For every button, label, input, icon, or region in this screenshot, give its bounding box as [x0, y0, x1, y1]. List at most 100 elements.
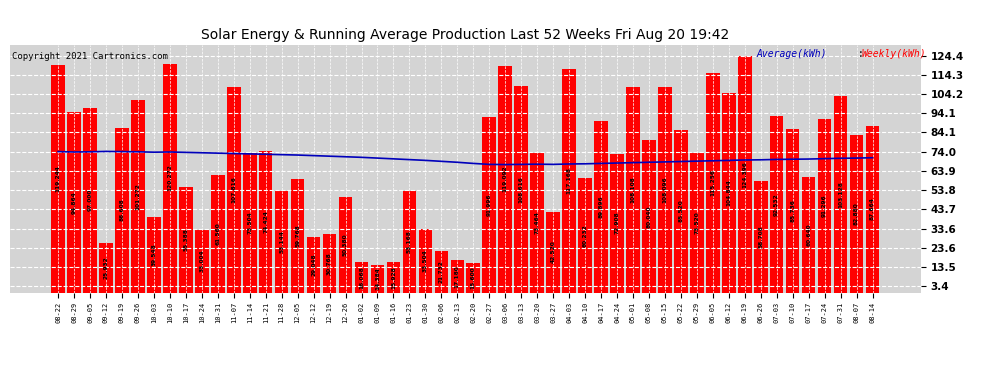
Bar — [578, 178, 592, 292]
Bar — [339, 196, 352, 292]
Text: 85.520: 85.520 — [678, 200, 683, 222]
Bar — [115, 128, 129, 292]
Bar — [291, 179, 304, 292]
Bar — [610, 154, 624, 292]
Text: 108.616: 108.616 — [519, 176, 524, 202]
Text: 17.180: 17.180 — [454, 265, 459, 288]
Text: 55.388: 55.388 — [183, 228, 188, 251]
Text: 29.048: 29.048 — [311, 254, 316, 276]
Bar — [754, 181, 767, 292]
Text: 89.896: 89.896 — [599, 196, 604, 218]
Text: 25.932: 25.932 — [104, 256, 109, 279]
Text: 53.168: 53.168 — [407, 231, 412, 254]
Bar — [163, 63, 176, 292]
Bar — [243, 153, 256, 292]
Bar — [148, 217, 160, 292]
Text: 73.520: 73.520 — [694, 211, 699, 234]
Text: 115.256: 115.256 — [710, 169, 716, 196]
Text: 120.272: 120.272 — [167, 165, 172, 192]
Text: 97.000: 97.000 — [87, 189, 92, 211]
Text: 107.816: 107.816 — [232, 176, 237, 203]
Bar — [738, 56, 751, 292]
Text: 91.296: 91.296 — [822, 194, 827, 217]
Bar — [211, 175, 225, 292]
Bar — [435, 251, 448, 292]
Text: 80.040: 80.040 — [646, 205, 651, 228]
Bar — [419, 229, 433, 292]
Text: Copyright 2021 Cartronics.com: Copyright 2021 Cartronics.com — [12, 53, 167, 62]
Text: :: : — [852, 49, 870, 59]
Bar — [834, 96, 847, 292]
Bar — [627, 87, 640, 292]
Bar — [594, 122, 608, 292]
Bar — [179, 187, 193, 292]
Text: 73.464: 73.464 — [535, 211, 540, 234]
Bar — [802, 177, 816, 292]
Title: Solar Energy & Running Average Production Last 52 Weeks Fri Aug 20 19:42: Solar Energy & Running Average Productio… — [201, 28, 730, 42]
Text: 91.996: 91.996 — [487, 194, 492, 216]
Bar — [323, 234, 337, 292]
Bar — [131, 100, 145, 292]
Text: 58.708: 58.708 — [758, 225, 763, 248]
Bar — [531, 153, 544, 292]
Bar — [403, 191, 416, 292]
Text: 92.532: 92.532 — [774, 193, 779, 216]
Text: 124.396: 124.396 — [742, 160, 747, 188]
Text: 60.232: 60.232 — [582, 224, 588, 246]
Bar — [546, 211, 560, 292]
Bar — [643, 140, 655, 292]
Text: 73.504: 73.504 — [248, 211, 252, 234]
Bar — [51, 66, 65, 292]
Text: 108.108: 108.108 — [631, 176, 636, 203]
Text: 50.380: 50.380 — [343, 233, 348, 256]
Bar — [849, 135, 863, 292]
Text: 119.244: 119.244 — [55, 165, 60, 192]
Bar — [227, 87, 241, 292]
Bar — [786, 129, 800, 292]
Text: 21.732: 21.732 — [439, 260, 444, 283]
Text: 86.608: 86.608 — [120, 199, 125, 221]
Text: 16.068: 16.068 — [359, 266, 364, 289]
Text: 33.004: 33.004 — [199, 250, 204, 272]
Text: 94.864: 94.864 — [71, 191, 76, 214]
Text: 39.548: 39.548 — [151, 243, 156, 266]
Bar — [387, 262, 400, 292]
Bar — [67, 112, 81, 292]
Bar — [515, 86, 528, 292]
Bar — [690, 153, 704, 292]
Text: 104.844: 104.844 — [727, 179, 732, 206]
Text: 15.600: 15.600 — [471, 266, 476, 289]
Text: 74.424: 74.424 — [263, 210, 268, 233]
Bar — [83, 108, 97, 292]
Bar — [99, 243, 113, 292]
Text: 53.144: 53.144 — [279, 231, 284, 254]
Bar — [562, 69, 576, 292]
Bar — [706, 73, 720, 292]
Bar — [466, 263, 480, 292]
Text: 30.768: 30.768 — [327, 252, 332, 274]
Text: 85.736: 85.736 — [790, 200, 795, 222]
Bar — [482, 117, 496, 292]
Text: 87.664: 87.664 — [870, 198, 875, 220]
Bar — [354, 262, 368, 292]
Text: 101.272: 101.272 — [136, 183, 141, 210]
Text: 82.880: 82.880 — [854, 202, 859, 225]
Text: 15.928: 15.928 — [391, 266, 396, 289]
Text: 61.560: 61.560 — [215, 222, 221, 245]
Bar — [818, 118, 832, 292]
Bar — [259, 151, 272, 292]
Bar — [370, 265, 384, 292]
Text: Weekly(kWh): Weekly(kWh) — [861, 49, 926, 59]
Text: Average(kWh): Average(kWh) — [756, 49, 828, 59]
Bar — [722, 93, 736, 292]
Text: 103.128: 103.128 — [839, 181, 843, 208]
Bar — [658, 87, 671, 292]
Bar — [770, 116, 783, 292]
Text: 119.092: 119.092 — [503, 166, 508, 192]
Text: 108.096: 108.096 — [662, 176, 667, 203]
Bar — [275, 191, 288, 292]
Text: 117.168: 117.168 — [566, 168, 571, 195]
Bar — [865, 126, 879, 292]
Text: 33.504: 33.504 — [423, 249, 428, 272]
Text: 59.768: 59.768 — [295, 224, 300, 247]
